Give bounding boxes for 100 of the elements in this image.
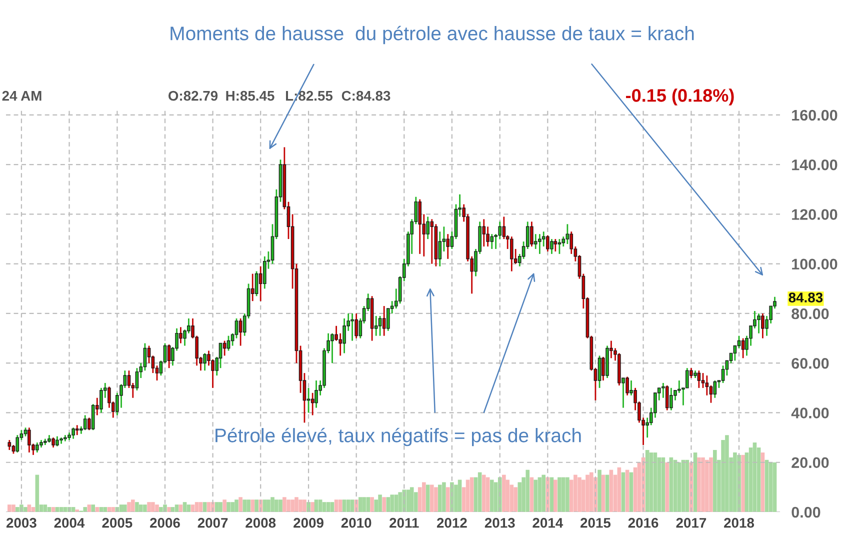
bar (358, 497, 362, 512)
bar (542, 474, 546, 512)
bar (768, 462, 773, 512)
bar (458, 480, 462, 512)
y-tick-label: 100.00 (792, 258, 838, 270)
bar (697, 457, 701, 512)
bar (167, 507, 171, 512)
bar (234, 500, 238, 512)
candlestick (446, 233, 450, 260)
bar (35, 474, 40, 512)
y-tick-label: 80.00 (792, 308, 829, 320)
candlestick (554, 238, 558, 252)
bar (486, 477, 490, 512)
bar (566, 477, 570, 512)
bar (390, 494, 394, 512)
bar (502, 474, 506, 512)
bar (665, 462, 670, 512)
text: Moments de hausse du pétrole avec hausse de taux = krach (170, 26, 694, 44)
bar (693, 452, 698, 512)
candlestick (310, 392, 314, 416)
bar (430, 484, 434, 512)
candlestick (254, 270, 258, 297)
bar (617, 467, 622, 512)
text: -0.15 (0.18%) (626, 88, 734, 106)
candlestick (705, 374, 709, 396)
bar (127, 502, 131, 512)
bar (645, 450, 650, 512)
bar (438, 484, 442, 512)
bar (558, 477, 562, 512)
candlestick (342, 318, 346, 354)
bar (310, 502, 314, 512)
bar (322, 502, 326, 512)
bar (282, 497, 286, 512)
candlestick (665, 384, 669, 411)
bar (12, 504, 16, 512)
bar (609, 470, 614, 512)
bar (95, 507, 100, 512)
bar (350, 500, 354, 512)
bar (478, 472, 482, 512)
bar (362, 497, 366, 512)
bar (764, 460, 769, 512)
bar (534, 480, 538, 512)
candlestick (530, 220, 534, 248)
text: C:84.83 (342, 90, 390, 101)
bar (346, 500, 350, 512)
candlestick (510, 236, 514, 272)
bar (629, 472, 634, 512)
bar (143, 504, 147, 512)
x-tick-label: 2005 (102, 518, 132, 528)
x-tick-label: 2015 (580, 518, 611, 528)
bar (772, 462, 777, 512)
candlestick (36, 442, 39, 454)
bar (530, 477, 534, 512)
bar (91, 504, 95, 512)
bar (574, 474, 578, 512)
candlestick (354, 312, 358, 339)
bar (550, 477, 554, 512)
bar (605, 474, 610, 512)
bar (649, 452, 654, 512)
x-tick-label: 2012 (436, 518, 467, 528)
candlestick (16, 434, 20, 454)
bar (669, 457, 674, 512)
bar (677, 462, 682, 512)
x-tick-label: 2007 (198, 518, 228, 528)
bar (382, 497, 386, 512)
bar (446, 487, 450, 512)
candlestick (382, 305, 386, 337)
y-tick-label: 160.00 (792, 110, 838, 121)
bar (222, 500, 226, 512)
bar (15, 507, 20, 512)
bar (218, 502, 222, 512)
bar (526, 470, 530, 512)
candlestick (226, 335, 230, 352)
bar (238, 497, 242, 512)
bar (725, 435, 729, 512)
bar (661, 457, 666, 512)
y-tick-label: 40.00 (791, 408, 829, 418)
candlestick (761, 312, 764, 339)
x-tick-label: 2016 (628, 518, 658, 528)
bar (342, 500, 346, 512)
candlestick (598, 354, 602, 389)
y-tick-label: 20.00 (792, 457, 829, 468)
candlestick (203, 352, 206, 372)
bar (470, 477, 474, 512)
y-tick-label: 140.00 (792, 159, 838, 170)
candlestick (626, 376, 629, 396)
bar (318, 500, 322, 512)
candlestick (330, 332, 334, 364)
x-tick-label: 2011 (390, 518, 419, 528)
text: O:82.79 (168, 90, 218, 101)
bar (111, 507, 116, 512)
candlestick (697, 370, 701, 389)
bar (250, 500, 255, 512)
candlestick (418, 198, 422, 255)
candlestick (558, 238, 562, 255)
candlestick (91, 403, 95, 431)
candlestick (709, 384, 713, 404)
bar (653, 452, 658, 512)
bar (366, 497, 370, 512)
candlestick (426, 216, 430, 240)
